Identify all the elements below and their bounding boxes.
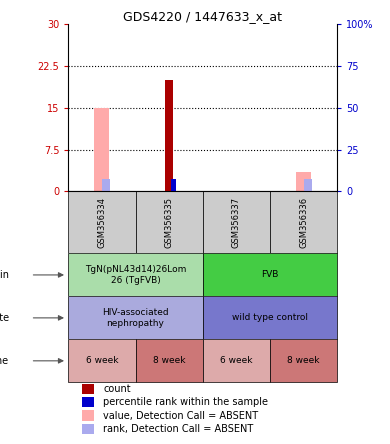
Text: percentile rank within the sample: percentile rank within the sample [103,397,268,407]
Bar [270,191,337,254]
Text: TgN(pNL43d14)26Lom
26 (TgFVB): TgN(pNL43d14)26Lom 26 (TgFVB) [85,265,186,285]
Bar [136,191,203,254]
Bar [304,179,312,191]
Text: rank, Detection Call = ABSENT: rank, Detection Call = ABSENT [103,424,254,434]
Bar [68,191,136,254]
Bar [82,424,94,434]
Bar [165,80,173,191]
Text: GSM356336: GSM356336 [299,197,308,248]
Text: strain: strain [0,270,9,280]
Text: wild type control: wild type control [232,313,308,322]
Text: GSM356337: GSM356337 [232,197,241,248]
Text: 6 week: 6 week [220,357,253,365]
Bar [203,339,270,382]
Text: value, Detection Call = ABSENT: value, Detection Call = ABSENT [103,411,258,420]
Title: GDS4220 / 1447633_x_at: GDS4220 / 1447633_x_at [123,10,282,23]
Bar [171,179,176,191]
Text: FVB: FVB [261,270,279,279]
Bar [82,384,94,394]
Text: HIV-associated
nephropathy: HIV-associated nephropathy [102,308,169,328]
Bar [102,179,110,191]
Bar [270,339,337,382]
Text: 8 week: 8 week [287,357,320,365]
Text: GSM356334: GSM356334 [98,197,106,248]
Bar [68,339,136,382]
Bar [296,172,311,191]
Text: 6 week: 6 week [86,357,118,365]
Text: disease state: disease state [0,313,9,323]
Bar [136,339,203,382]
Bar [203,191,270,254]
Bar [82,410,94,420]
Bar [68,297,203,339]
Text: count: count [103,384,131,394]
Bar [68,254,203,297]
Bar [203,254,337,297]
Bar [203,297,337,339]
Text: time: time [0,356,9,366]
Text: 8 week: 8 week [153,357,185,365]
Bar [82,397,94,408]
Bar [94,108,109,191]
Text: GSM356335: GSM356335 [165,197,174,248]
